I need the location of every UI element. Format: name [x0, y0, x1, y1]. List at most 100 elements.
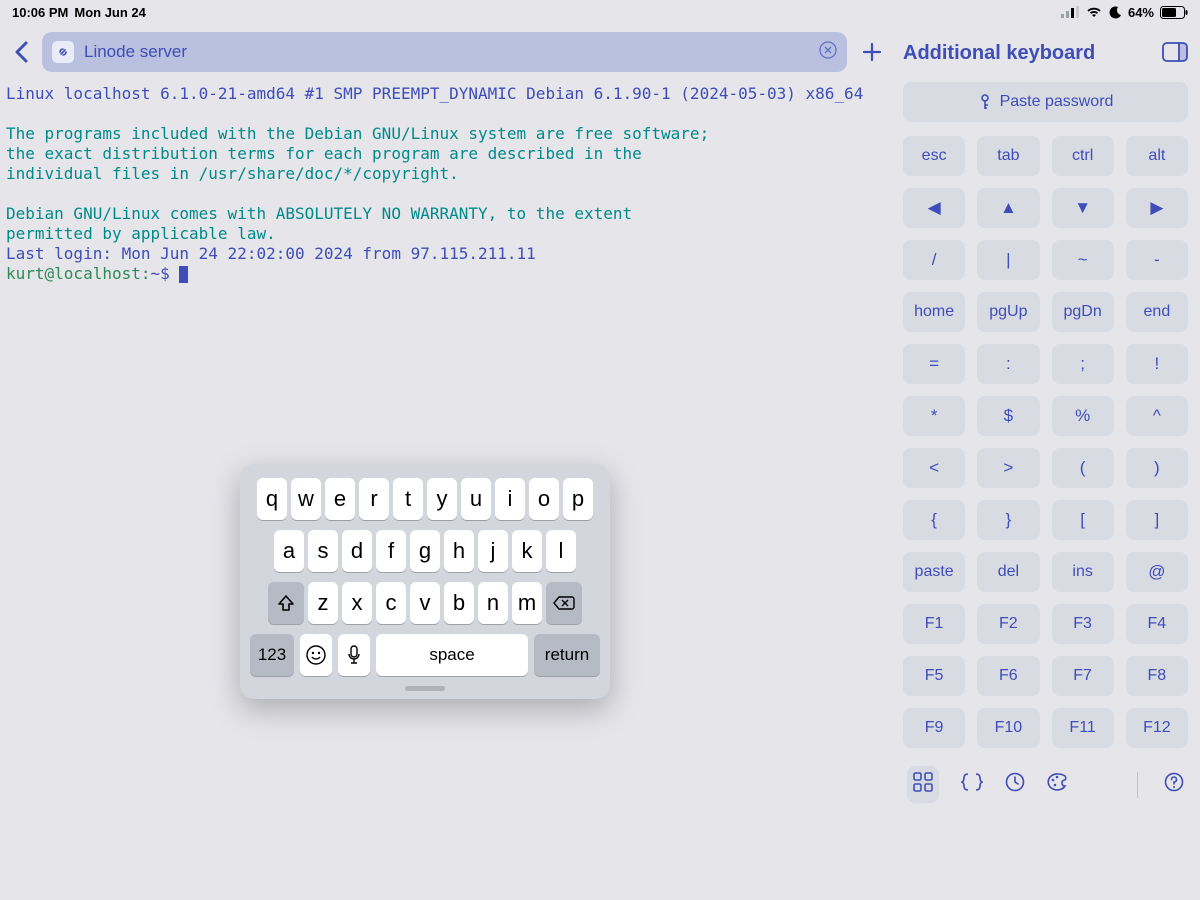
- aux-key-ctrl[interactable]: ctrl: [1052, 136, 1114, 176]
- aux-key-r2c1[interactable]: |: [977, 240, 1039, 280]
- aux-key-r8c3[interactable]: @: [1126, 552, 1188, 592]
- bottom-grid-button[interactable]: [907, 766, 939, 803]
- aux-key-r4c0[interactable]: =: [903, 344, 965, 384]
- bottom-help-button[interactable]: [1164, 772, 1184, 797]
- top-bar: Linode server: [0, 24, 897, 84]
- aux-key-F10[interactable]: F10: [977, 708, 1039, 748]
- aux-key-r1c1[interactable]: ▲: [977, 188, 1039, 228]
- aux-key-r1c2[interactable]: ▼: [1052, 188, 1114, 228]
- aux-key-r7c3[interactable]: ]: [1126, 500, 1188, 540]
- kb-key-h[interactable]: h: [444, 530, 474, 572]
- kb-key-a[interactable]: a: [274, 530, 304, 572]
- kb-key-g[interactable]: g: [410, 530, 440, 572]
- aux-key-F3[interactable]: F3: [1052, 604, 1114, 644]
- aux-key-end[interactable]: end: [1126, 292, 1188, 332]
- aux-key-pgUp[interactable]: pgUp: [977, 292, 1039, 332]
- back-button[interactable]: [10, 37, 32, 67]
- term-line: The programs included with the Debian GN…: [6, 124, 709, 143]
- add-tab-button[interactable]: [857, 37, 887, 67]
- floating-keyboard[interactable]: qwertyuiop asdfghjkl zxcvbnm 123: [240, 464, 610, 699]
- aux-key-F1[interactable]: F1: [903, 604, 965, 644]
- kb-key-s[interactable]: s: [308, 530, 338, 572]
- aux-key-r4c1[interactable]: :: [977, 344, 1039, 384]
- aux-key-home[interactable]: home: [903, 292, 965, 332]
- aux-key-r1c3[interactable]: ▶: [1126, 188, 1188, 228]
- kb-key-y[interactable]: y: [427, 478, 457, 520]
- aux-key-esc[interactable]: esc: [903, 136, 965, 176]
- aux-key-ins[interactable]: ins: [1052, 552, 1114, 592]
- aux-key-r2c0[interactable]: /: [903, 240, 965, 280]
- aux-key-tab[interactable]: tab: [977, 136, 1039, 176]
- aux-key-F11[interactable]: F11: [1052, 708, 1114, 748]
- kb-key-w[interactable]: w: [291, 478, 321, 520]
- shift-key[interactable]: [268, 582, 304, 624]
- aux-key-r6c1[interactable]: >: [977, 448, 1039, 488]
- kb-key-i[interactable]: i: [495, 478, 525, 520]
- aux-key-r6c3[interactable]: ): [1126, 448, 1188, 488]
- kb-key-e[interactable]: e: [325, 478, 355, 520]
- kb-key-x[interactable]: x: [342, 582, 372, 624]
- kb-key-c[interactable]: c: [376, 582, 406, 624]
- paste-password-button[interactable]: Paste password: [903, 82, 1188, 122]
- return-key[interactable]: return: [534, 634, 600, 676]
- kb-key-r[interactable]: r: [359, 478, 389, 520]
- aux-key-r4c3[interactable]: !: [1126, 344, 1188, 384]
- bottom-clock-button[interactable]: [1005, 772, 1025, 797]
- server-name: Linode server: [84, 42, 187, 62]
- aux-key-F9[interactable]: F9: [903, 708, 965, 748]
- aux-key-paste[interactable]: paste: [903, 552, 965, 592]
- kb-key-v[interactable]: v: [410, 582, 440, 624]
- kb-key-p[interactable]: p: [563, 478, 593, 520]
- aux-key-r1c0[interactable]: ◀: [903, 188, 965, 228]
- bottom-palette-button[interactable]: [1047, 772, 1069, 797]
- kb-key-z[interactable]: z: [308, 582, 338, 624]
- kb-key-u[interactable]: u: [461, 478, 491, 520]
- kb-key-k[interactable]: k: [512, 530, 542, 572]
- aux-key-r7c2[interactable]: [: [1052, 500, 1114, 540]
- close-tab-icon[interactable]: [819, 41, 837, 64]
- kb-key-f[interactable]: f: [376, 530, 406, 572]
- kb-key-b[interactable]: b: [444, 582, 474, 624]
- dictation-key[interactable]: [338, 634, 370, 676]
- aux-key-r6c0[interactable]: <: [903, 448, 965, 488]
- kb-key-n[interactable]: n: [478, 582, 508, 624]
- server-tab[interactable]: Linode server: [42, 32, 847, 72]
- aux-key-pgDn[interactable]: pgDn: [1052, 292, 1114, 332]
- aux-key-r5c2[interactable]: %: [1052, 396, 1114, 436]
- kb-key-m[interactable]: m: [512, 582, 542, 624]
- aux-key-F7[interactable]: F7: [1052, 656, 1114, 696]
- kb-key-q[interactable]: q: [257, 478, 287, 520]
- keyboard-drag-handle[interactable]: [405, 686, 445, 691]
- aux-key-F5[interactable]: F5: [903, 656, 965, 696]
- kb-key-d[interactable]: d: [342, 530, 372, 572]
- numbers-key[interactable]: 123: [250, 634, 294, 676]
- emoji-key[interactable]: [300, 634, 332, 676]
- kb-key-j[interactable]: j: [478, 530, 508, 572]
- aux-key-r5c0[interactable]: *: [903, 396, 965, 436]
- aux-key-r2c2[interactable]: ~: [1052, 240, 1114, 280]
- aux-key-r6c2[interactable]: (: [1052, 448, 1114, 488]
- aux-key-F8[interactable]: F8: [1126, 656, 1188, 696]
- kb-key-o[interactable]: o: [529, 478, 559, 520]
- panel-toggle-button[interactable]: [1162, 42, 1188, 64]
- braces-icon: [961, 772, 983, 792]
- aux-key-r7c0[interactable]: {: [903, 500, 965, 540]
- link-icon: [52, 41, 74, 63]
- kb-key-t[interactable]: t: [393, 478, 423, 520]
- aux-key-del[interactable]: del: [977, 552, 1039, 592]
- aux-key-F6[interactable]: F6: [977, 656, 1039, 696]
- aux-key-r7c1[interactable]: }: [977, 500, 1039, 540]
- bottom-braces-button[interactable]: [961, 772, 983, 797]
- aux-key-r2c3[interactable]: -: [1126, 240, 1188, 280]
- aux-key-r5c3[interactable]: ^: [1126, 396, 1188, 436]
- backspace-key[interactable]: [546, 582, 582, 624]
- aux-key-alt[interactable]: alt: [1126, 136, 1188, 176]
- moon-icon: [1109, 6, 1122, 19]
- aux-key-r5c1[interactable]: $: [977, 396, 1039, 436]
- aux-key-F4[interactable]: F4: [1126, 604, 1188, 644]
- aux-key-F2[interactable]: F2: [977, 604, 1039, 644]
- space-key[interactable]: space: [376, 634, 528, 676]
- aux-key-r4c2[interactable]: ;: [1052, 344, 1114, 384]
- aux-key-F12[interactable]: F12: [1126, 708, 1188, 748]
- kb-key-l[interactable]: l: [546, 530, 576, 572]
